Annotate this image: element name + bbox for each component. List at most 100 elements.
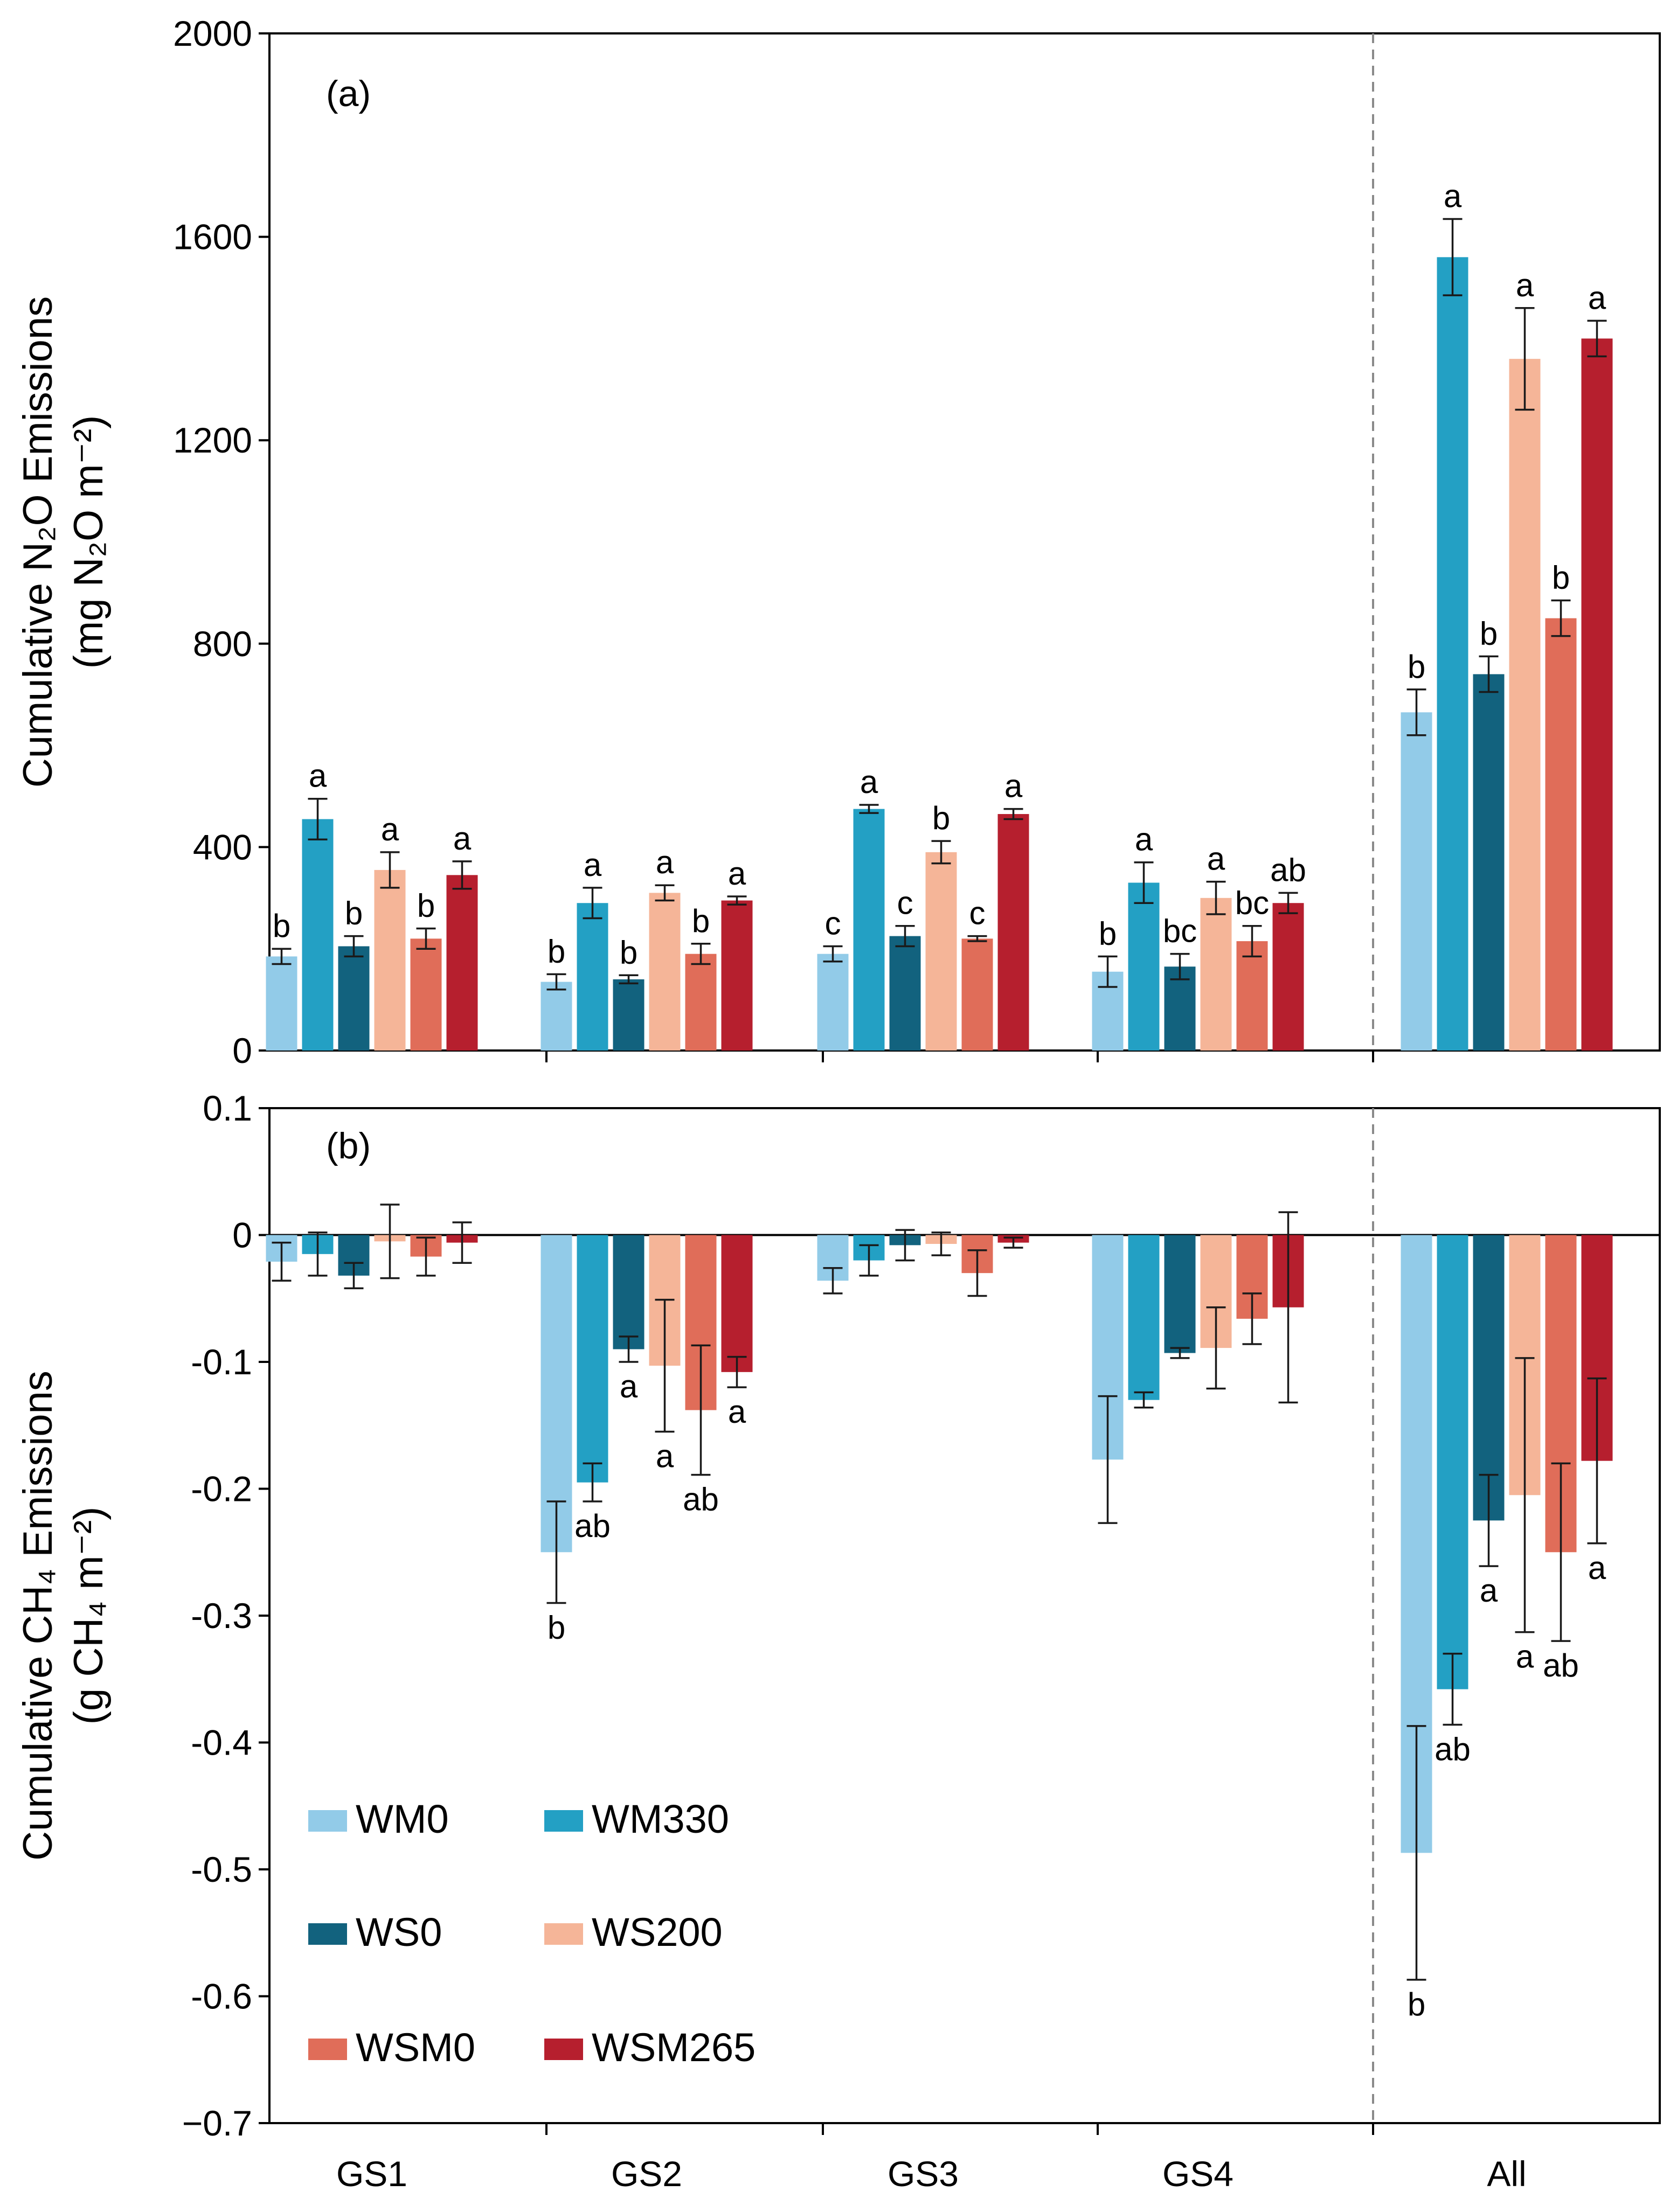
significance-letter: ab — [1543, 1647, 1579, 1684]
bar-WM330-GS2 — [577, 903, 608, 1051]
significance-letter: a — [656, 1438, 674, 1474]
bar-WM0-All — [1401, 712, 1432, 1051]
significance-letter: a — [620, 1368, 638, 1404]
significance-letter: a — [1444, 178, 1462, 214]
significance-letter: a — [728, 1394, 746, 1430]
y-tick-label: −0.7 — [182, 2103, 252, 2143]
y-tick-label: 800 — [193, 624, 252, 664]
significance-letter: a — [1516, 267, 1534, 303]
bar-WSM265-GS3 — [997, 814, 1029, 1051]
significance-letter: a — [860, 764, 878, 800]
bar-WS0-GS2 — [613, 1235, 645, 1350]
legend-swatch-WSM0 — [308, 2039, 347, 2060]
y-tick-label: -0.5 — [191, 1849, 252, 1889]
significance-letter: ab — [683, 1481, 719, 1518]
panel-a-n2o: 0 400 800 1200 1600 2000 (a) Cumulative N₂O Emi… — [15, 13, 1661, 1070]
y-axis-title-line2: (g CH₄ m⁻²) — [66, 1507, 112, 1725]
bar-WS200-GS1 — [374, 870, 406, 1051]
bar-WSM265-GS2 — [721, 1235, 753, 1372]
significance-letter: a — [381, 811, 399, 847]
significance-letter: ab — [1435, 1731, 1471, 1768]
significance-letter: b — [1408, 649, 1425, 685]
legend-swatch-WM0 — [308, 1810, 347, 1832]
significance-letter: a — [309, 758, 327, 794]
bar-WSM0-GS4 — [1236, 941, 1268, 1051]
legend: WM0 WM330 WS0 WS200 WSM0 WSM265 — [308, 1797, 756, 2070]
significance-letter: b — [932, 800, 950, 836]
y-tick-label: 0 — [232, 1215, 252, 1255]
bar-WS0-All — [1473, 1235, 1505, 1521]
bar-WM330-All — [1437, 1235, 1468, 1689]
bar-WM330-GS3 — [853, 809, 885, 1051]
significance-letter: b — [548, 1609, 565, 1645]
significance-letter: a — [453, 820, 472, 857]
bar-WM330-GS2 — [577, 1235, 608, 1483]
bar-WM0-GS2 — [541, 982, 572, 1051]
bar-WS0-GS4 — [1164, 966, 1196, 1051]
x-tick-label-GS2: GS2 — [611, 2154, 682, 2194]
bar-WM0-GS1 — [266, 956, 297, 1051]
y-tick-label: -0.4 — [191, 1723, 252, 1763]
legend-label-WSM265: WSM265 — [592, 2025, 756, 2070]
legend-swatch-WS200 — [544, 1923, 583, 1945]
y-tick-label: -0.6 — [191, 1977, 252, 2016]
legend-label-WSM0: WSM0 — [356, 2025, 475, 2070]
significance-letter: bc — [1235, 885, 1269, 921]
significance-letter: b — [345, 895, 363, 931]
bar-WSM265-All — [1581, 338, 1613, 1051]
significance-letter: c — [825, 905, 841, 941]
significance-letter: a — [1480, 1573, 1498, 1609]
y-tick-label: 2000 — [173, 13, 252, 53]
x-axis: GS1 GS2 GS3 GS4 All — [336, 1051, 1527, 2194]
panel-label: (b) — [326, 1125, 371, 1166]
significance-letter: c — [897, 885, 913, 921]
significance-letter: ab — [1270, 852, 1306, 888]
significance-letter: ab — [574, 1508, 611, 1544]
significance-letter: a — [1588, 1550, 1606, 1586]
bar-WS200-All — [1509, 359, 1541, 1051]
panel-b-ch4: 0.1 0 -0.1 -0.2 -0.3 -0.4 -0.5 -0.6 −0.7 (b) Cumul… — [15, 1088, 1661, 2143]
y-tick-label: 0 — [232, 1031, 252, 1070]
significance-letter: c — [969, 895, 986, 931]
bar-WM330-GS1 — [302, 819, 334, 1051]
y-axis-title-line2: (mg N₂O m⁻²) — [66, 415, 112, 669]
legend-label-WS200: WS200 — [592, 1910, 723, 1954]
bar-WM0-GS3 — [817, 954, 849, 1051]
bar-WS0-GS4 — [1164, 1235, 1196, 1353]
y-tick-label: 400 — [193, 827, 252, 867]
bar-WSM265-GS2 — [721, 900, 753, 1051]
legend-label-WM330: WM330 — [592, 1797, 729, 1841]
x-tick-label-All: All — [1487, 2154, 1526, 2194]
panel-label: (a) — [326, 73, 371, 114]
bar-WS200-GS4 — [1200, 898, 1232, 1051]
bar-WSM0-All — [1545, 618, 1577, 1051]
x-tick-label-GS4: GS4 — [1162, 2154, 1234, 2194]
significance-letter: a — [728, 855, 746, 892]
bar-WM330-GS4 — [1128, 1235, 1160, 1400]
bar-WS200-GS3 — [925, 852, 957, 1051]
y-tick-label: -0.2 — [191, 1469, 252, 1509]
significance-letter: a — [584, 847, 602, 883]
significance-letter: b — [273, 908, 290, 944]
bar-WS0-GS3 — [889, 936, 921, 1051]
bar-WM0-GS2 — [541, 1235, 572, 1553]
x-tick-label-GS1: GS1 — [336, 2154, 407, 2194]
legend-label-WS0: WS0 — [356, 1910, 442, 1954]
y-tick-label: 1200 — [173, 420, 252, 460]
bar-WS0-GS2 — [613, 979, 645, 1051]
y-tick-label: 1600 — [173, 217, 252, 257]
bar-WM330-GS4 — [1128, 882, 1160, 1051]
bar-WM330-All — [1437, 257, 1468, 1051]
bar-WS200-GS2 — [649, 893, 681, 1051]
significance-letter: a — [656, 844, 674, 880]
bar-WSM0-GS2 — [685, 954, 717, 1051]
x-tick-label-GS3: GS3 — [888, 2154, 959, 2194]
legend-swatch-WSM265 — [544, 2039, 583, 2060]
significance-letter: b — [548, 933, 565, 969]
y-tick-label: 0.1 — [203, 1088, 252, 1128]
bar-WS0-All — [1473, 674, 1505, 1051]
significance-letter: b — [620, 934, 637, 970]
y-axis-title-line1: Cumulative N₂O Emissions — [15, 296, 61, 788]
significance-letter: b — [1099, 915, 1117, 951]
